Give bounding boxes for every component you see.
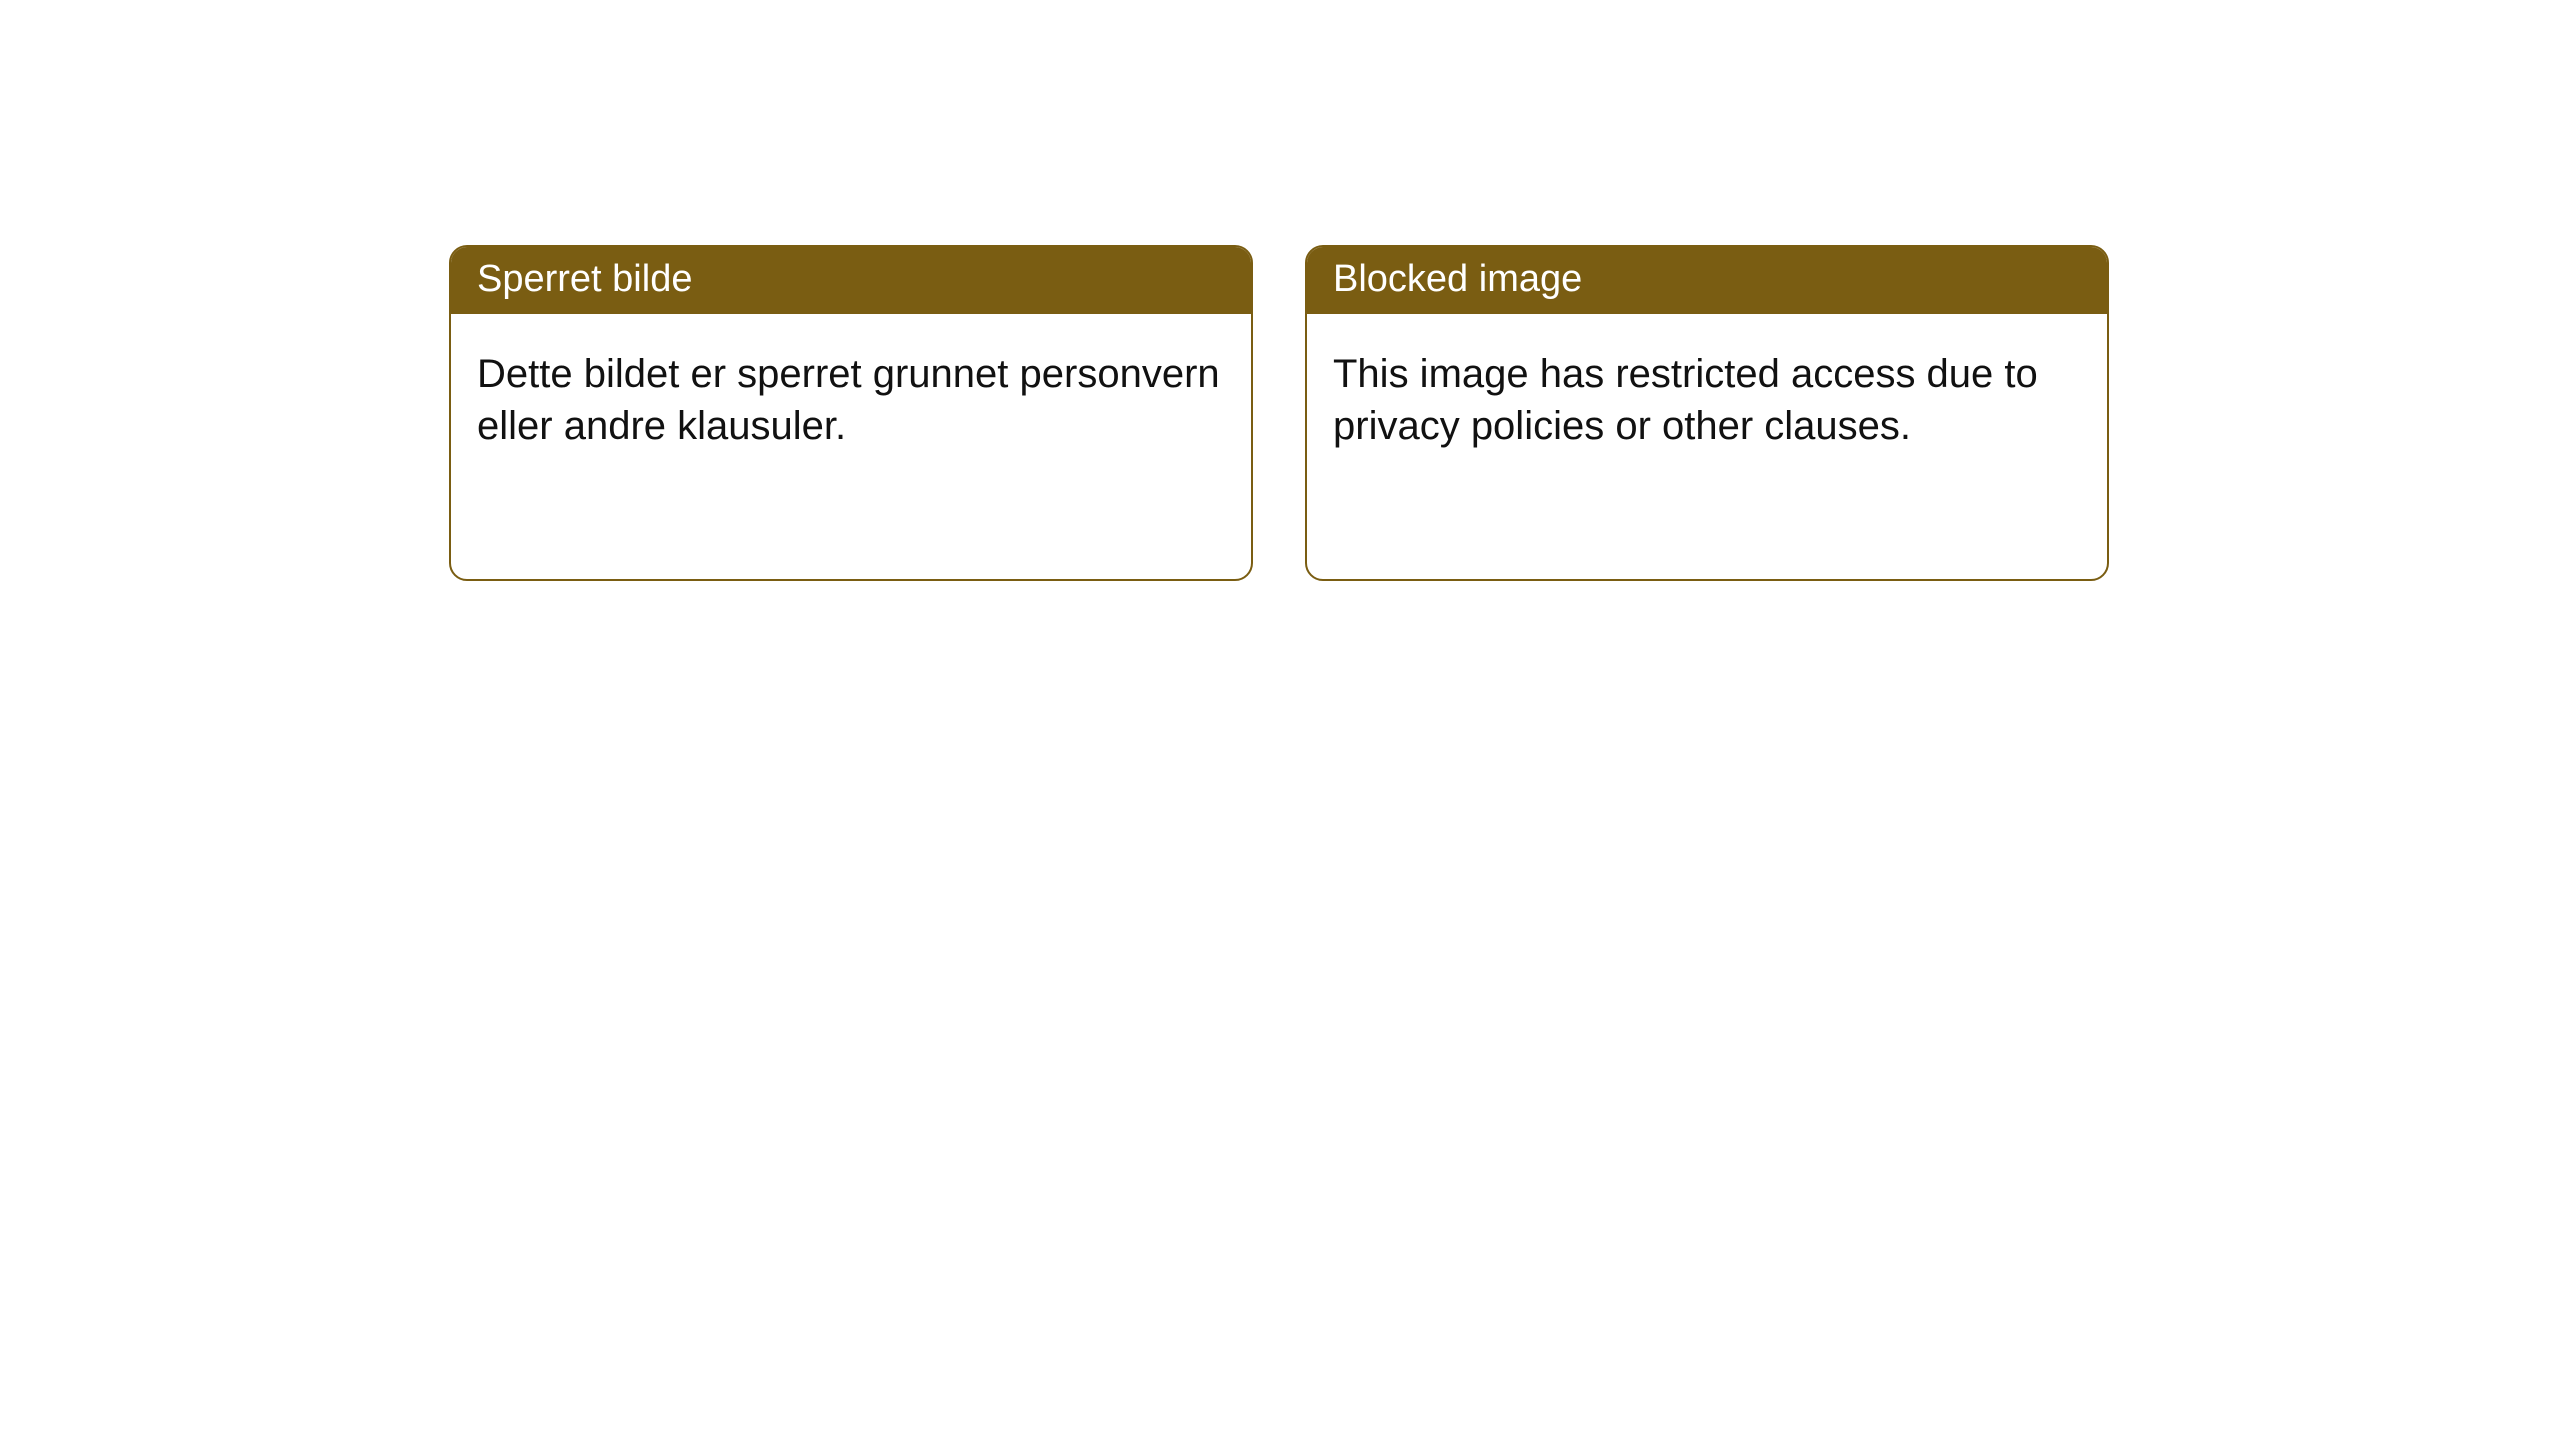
notice-header: Blocked image [1307,247,2107,314]
notice-body: This image has restricted access due to … [1307,314,2107,478]
notice-header: Sperret bilde [451,247,1251,314]
notice-box-norwegian: Sperret bilde Dette bildet er sperret gr… [449,245,1253,581]
notice-body: Dette bildet er sperret grunnet personve… [451,314,1251,478]
notice-container: Sperret bilde Dette bildet er sperret gr… [0,0,2560,581]
notice-box-english: Blocked image This image has restricted … [1305,245,2109,581]
